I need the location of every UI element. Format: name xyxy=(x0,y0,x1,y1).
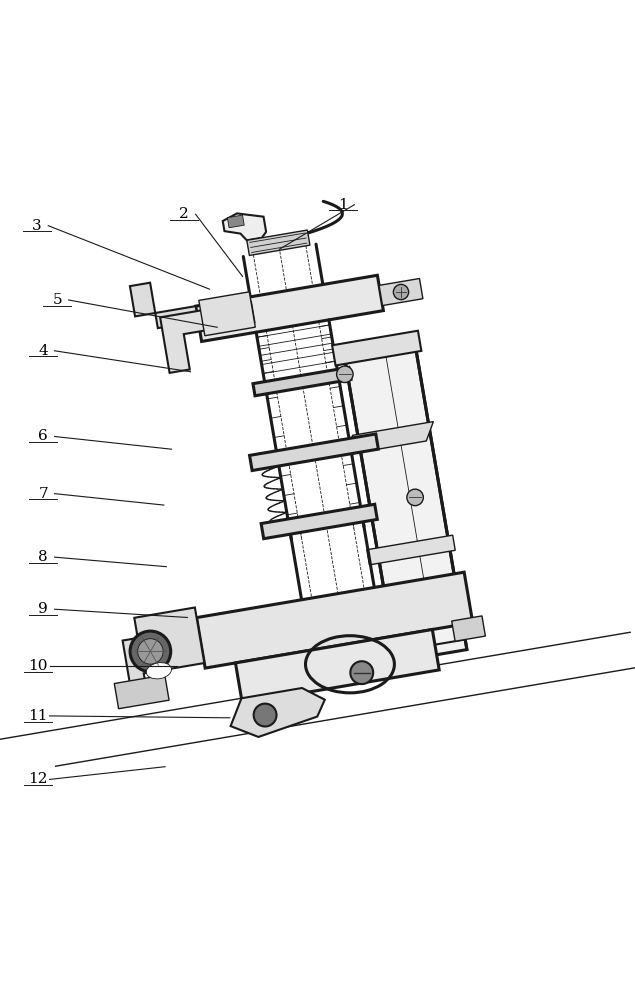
Polygon shape xyxy=(379,279,423,306)
Text: 9: 9 xyxy=(38,602,48,616)
Text: 2: 2 xyxy=(179,207,189,221)
Circle shape xyxy=(253,704,276,726)
Circle shape xyxy=(351,661,373,684)
Polygon shape xyxy=(130,283,198,328)
Text: 6: 6 xyxy=(38,430,48,444)
Polygon shape xyxy=(227,215,244,228)
Text: 3: 3 xyxy=(32,219,42,233)
Polygon shape xyxy=(250,434,378,471)
Polygon shape xyxy=(197,572,472,668)
Polygon shape xyxy=(451,616,485,641)
Text: 11: 11 xyxy=(29,709,48,723)
Text: 4: 4 xyxy=(38,344,48,358)
Text: 7: 7 xyxy=(38,487,48,501)
Ellipse shape xyxy=(146,663,171,679)
Polygon shape xyxy=(196,275,384,341)
Text: 1: 1 xyxy=(338,198,348,212)
Text: 10: 10 xyxy=(29,659,48,673)
Polygon shape xyxy=(123,608,204,686)
Polygon shape xyxy=(253,367,351,396)
Circle shape xyxy=(130,631,171,672)
Polygon shape xyxy=(114,675,169,709)
Polygon shape xyxy=(345,422,433,455)
Polygon shape xyxy=(332,331,422,365)
Polygon shape xyxy=(199,292,255,336)
Text: 12: 12 xyxy=(29,772,48,786)
Polygon shape xyxy=(236,630,439,703)
Polygon shape xyxy=(247,230,310,255)
Text: 5: 5 xyxy=(52,293,62,307)
Polygon shape xyxy=(231,688,324,737)
Polygon shape xyxy=(223,213,266,240)
Polygon shape xyxy=(261,504,377,539)
Circle shape xyxy=(138,639,163,664)
Polygon shape xyxy=(343,337,467,662)
Circle shape xyxy=(337,366,353,383)
Polygon shape xyxy=(160,302,255,373)
Text: 8: 8 xyxy=(38,550,48,564)
Circle shape xyxy=(407,489,424,506)
Polygon shape xyxy=(367,535,455,565)
Circle shape xyxy=(393,284,408,300)
